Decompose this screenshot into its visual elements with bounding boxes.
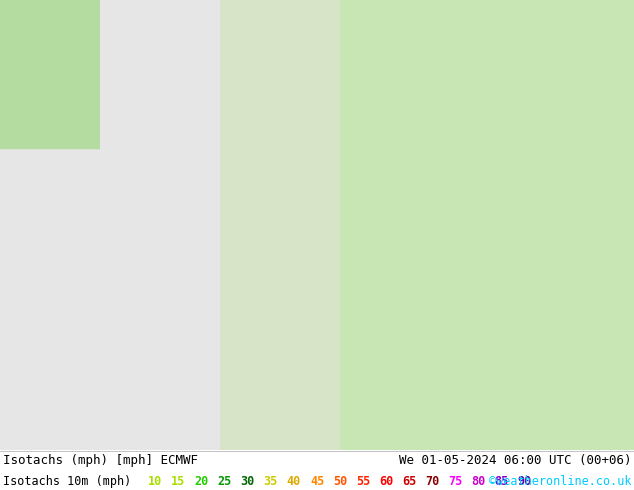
Text: 90: 90 xyxy=(518,475,532,488)
Text: 25: 25 xyxy=(217,475,232,488)
Text: 60: 60 xyxy=(379,475,394,488)
Text: 30: 30 xyxy=(241,475,255,488)
Text: Isotachs (mph) [mph] ECMWF: Isotachs (mph) [mph] ECMWF xyxy=(3,454,198,467)
Text: 40: 40 xyxy=(287,475,301,488)
Text: We 01-05-2024 06:00 UTC (00+06): We 01-05-2024 06:00 UTC (00+06) xyxy=(399,454,631,467)
Text: Isotachs 10m (mph): Isotachs 10m (mph) xyxy=(3,475,131,488)
Text: 10: 10 xyxy=(148,475,162,488)
Text: 35: 35 xyxy=(264,475,278,488)
Text: 55: 55 xyxy=(356,475,370,488)
Text: 50: 50 xyxy=(333,475,347,488)
Text: ©weatheronline.co.uk: ©weatheronline.co.uk xyxy=(489,475,631,488)
Text: 85: 85 xyxy=(495,475,509,488)
Text: 20: 20 xyxy=(195,475,209,488)
Text: 65: 65 xyxy=(403,475,417,488)
Text: 15: 15 xyxy=(171,475,186,488)
Text: 80: 80 xyxy=(472,475,486,488)
Text: 70: 70 xyxy=(425,475,439,488)
Text: 75: 75 xyxy=(448,475,463,488)
Text: 45: 45 xyxy=(310,475,324,488)
